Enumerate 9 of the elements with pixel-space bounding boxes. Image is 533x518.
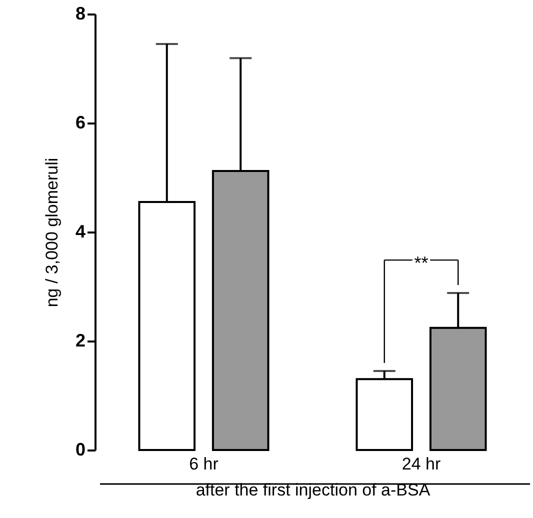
y-axis-title: ng / 3,000 glomeruli bbox=[42, 158, 62, 308]
x-tick-label: 6 hr bbox=[189, 454, 219, 474]
annotation: ** bbox=[414, 253, 428, 274]
y-tick-label: 8 bbox=[75, 4, 86, 24]
y-tick-label: 2 bbox=[75, 330, 86, 350]
y-tick-label: 0 bbox=[75, 440, 86, 460]
y-tick-label: 4 bbox=[75, 222, 86, 242]
x-tick-label: 24 hr bbox=[402, 454, 441, 474]
y-tick-label: 6 bbox=[75, 112, 86, 132]
